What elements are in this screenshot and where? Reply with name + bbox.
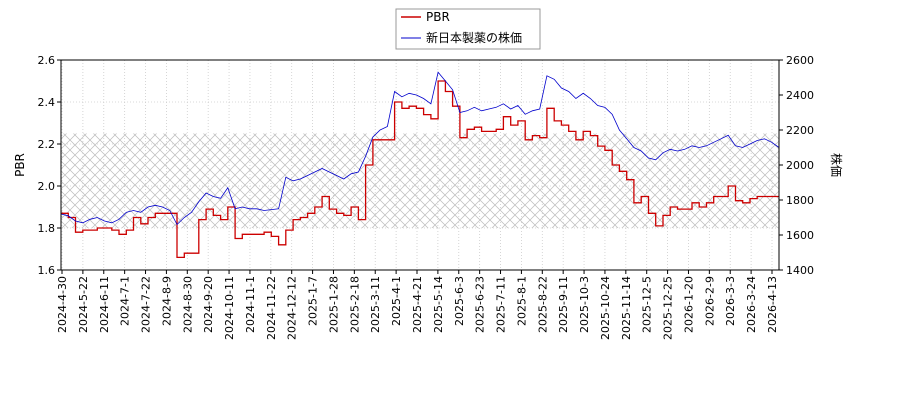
x-tick-label: 2024-5-22 xyxy=(77,276,90,333)
legend-box xyxy=(395,8,541,50)
x-tick-label: 2025-1-28 xyxy=(327,276,340,333)
x-tick-label: 2024-8-9 xyxy=(160,276,173,326)
series-layer xyxy=(60,71,780,259)
y-left-tick-label: 1.8 xyxy=(38,222,56,235)
x-tick-label: 2025-10-24 xyxy=(599,276,612,340)
x-tick-label: 2025-5-14 xyxy=(432,276,445,333)
x-tick-label: 2024-6-11 xyxy=(98,276,111,333)
x-tick-label: 2026-1-20 xyxy=(682,276,695,333)
x-tick-label: 2024-12-12 xyxy=(286,276,299,340)
x-tick-label: 2024-10-11 xyxy=(223,276,236,340)
x-tick-label: 2025-12-5 xyxy=(641,276,654,333)
x-tick-label: 2025-6-3 xyxy=(453,276,466,326)
x-tick-label: 2026-4-13 xyxy=(766,276,779,333)
x-tick-label: 2024-11-22 xyxy=(265,276,278,340)
x-tick-label: 2025-12-25 xyxy=(662,276,675,340)
y-right-tick-label: 2200 xyxy=(786,124,814,137)
y-right-tick-label: 2400 xyxy=(786,89,814,102)
x-tick-label: 2025-4-21 xyxy=(411,276,424,333)
x-tick-label: 2024-11-1 xyxy=(244,276,257,333)
x-tick-label: 2025-4-1 xyxy=(390,276,403,326)
x-tick-label: 2025-9-11 xyxy=(557,276,570,333)
hatched-band-area xyxy=(61,133,779,228)
x-tick-label: 2024-4-30 xyxy=(56,276,69,333)
x-tick-label: 2025-11-14 xyxy=(620,276,633,340)
x-tick-label: 2025-6-23 xyxy=(474,276,487,333)
y-right-tick-label: 2600 xyxy=(786,54,814,67)
legend-label-pbr: PBR xyxy=(426,10,450,24)
x-tick-label: 2025-7-11 xyxy=(495,276,508,333)
legend: PBR 新日本製薬の株価 xyxy=(395,8,541,50)
x-tick-label: 2026-3-24 xyxy=(745,276,758,333)
x-tick-label: 2025-3-11 xyxy=(369,276,382,333)
x-tick-label: 2024-9-20 xyxy=(202,276,215,333)
y-axis-right-title: 株価 xyxy=(829,153,844,177)
x-tick-label: 2024-8-30 xyxy=(181,276,194,333)
axes: 1.6 1.8 2.0 2.2 2.4 2.6 1400 1600 1800 2000 2200 24… xyxy=(38,54,815,340)
x-tick-label: 2025-8-1 xyxy=(515,276,528,326)
y-axis-left-title: PBR xyxy=(13,153,27,177)
y-right-tick-label: 1600 xyxy=(786,229,814,242)
x-tick-label: 2025-1-7 xyxy=(307,276,320,326)
x-tick-label: 2024-7-22 xyxy=(140,276,153,333)
hatched-band xyxy=(61,133,779,228)
x-tick-label: 2025-2-18 xyxy=(348,276,361,333)
series-line-pbr xyxy=(61,80,779,259)
x-tick-label: 2026-3-3 xyxy=(724,276,737,326)
x-tick-label: 2025-8-22 xyxy=(536,276,549,333)
y-right-tick-label: 2000 xyxy=(786,159,814,172)
y-left-tick-label: 1.6 xyxy=(38,264,56,277)
x-tick-label: 2026-2-9 xyxy=(703,276,716,326)
y-left-tick-label: 2.2 xyxy=(38,138,56,151)
y-left-tick-label: 2.6 xyxy=(38,54,56,67)
series-line-price xyxy=(60,71,780,226)
grid xyxy=(61,59,779,271)
y-left-tick-label: 2.0 xyxy=(38,180,56,193)
y-left-tick-label: 2.4 xyxy=(38,96,56,109)
y-right-tick-label: 1800 xyxy=(786,194,814,207)
y-right-tick-label: 1400 xyxy=(786,264,814,277)
legend-label-price: 新日本製薬の株価 xyxy=(426,30,522,45)
x-tick-label: 2024-7-1 xyxy=(119,276,132,326)
x-tick-label: 2025-10-3 xyxy=(578,276,591,333)
